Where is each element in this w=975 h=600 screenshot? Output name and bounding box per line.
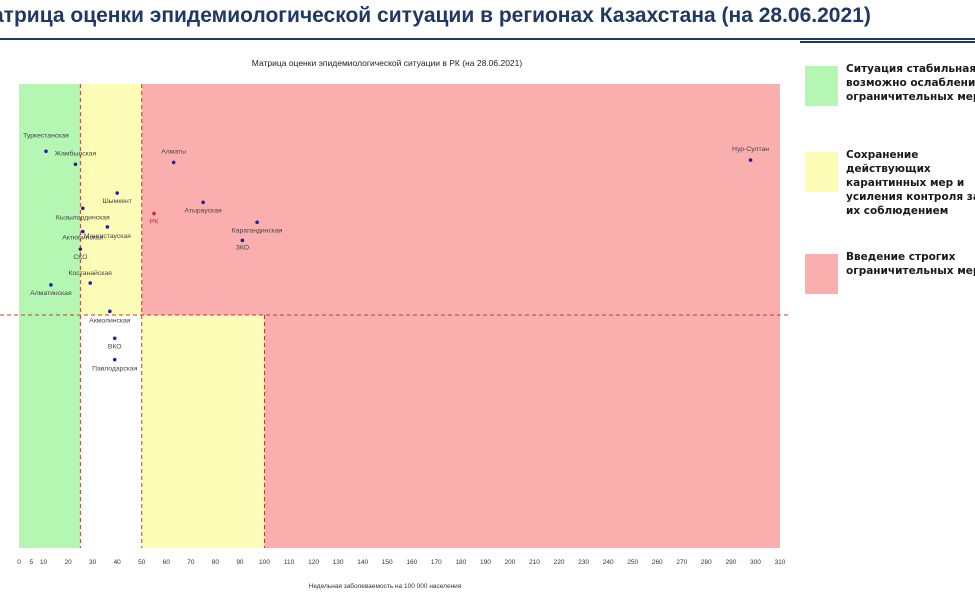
x-tick-label: 0 (17, 559, 21, 566)
x-tick-label: 100 (259, 559, 270, 566)
data-point-label: Кызылординская (56, 214, 110, 221)
x-tick-label: 90 (236, 559, 244, 566)
data-points: Туркестанская Жамбылская Алматы Нур-Султан Ш… (23, 132, 769, 372)
data-point-label: Нур-Султан (732, 146, 769, 153)
data-point-label: Павлодарская (92, 366, 138, 373)
x-tick-label: 60 (163, 559, 171, 566)
legend-swatch (805, 66, 838, 106)
data-point (201, 200, 205, 205)
data-point (78, 247, 83, 251)
data-point-label: Актюбинская (62, 234, 104, 242)
x-axis-label: Недельная заболеваемость на 100 000 насе… (309, 582, 462, 590)
x-tick-label: 290 (725, 559, 736, 566)
x-tick-label: 250 (627, 559, 638, 566)
data-point (88, 281, 92, 285)
x-tick-label: 160 (406, 559, 417, 566)
data-point-label: Туркестанская (23, 132, 69, 139)
data-point (152, 211, 156, 216)
data-point (49, 283, 53, 287)
data-point (171, 160, 176, 165)
x-tick-label: 70 (187, 559, 195, 566)
data-point (240, 238, 245, 243)
x-tick-label: 80 (212, 559, 220, 566)
data-point (81, 229, 85, 234)
data-point-label: Атырауская (185, 207, 222, 214)
legend-swatch (805, 254, 838, 294)
x-tick-label: 230 (578, 559, 589, 566)
x-tick-label: 40 (114, 559, 122, 566)
data-point-label: ВКО (108, 343, 122, 350)
data-point-label: Акмолинская (89, 317, 131, 324)
chart-title: Матрица оценки эпидемиологической ситуац… (252, 58, 523, 68)
data-point (115, 191, 119, 195)
x-tick-label: 180 (455, 559, 466, 566)
data-point (255, 220, 259, 225)
data-point (105, 225, 110, 229)
x-tick-label: 300 (750, 559, 761, 566)
data-point (44, 149, 48, 154)
zone-4 (264, 315, 780, 548)
x-tick-label: 120 (308, 559, 319, 566)
x-tick-label: 50 (138, 559, 146, 566)
x-tick-label: 260 (652, 559, 663, 566)
x-tick-label: 200 (505, 559, 516, 566)
data-point-label: Костанайская (69, 269, 113, 277)
legend-label: Введение строгих ограничительных мер (846, 251, 975, 277)
x-tick-label: 20 (64, 559, 72, 566)
data-point-label: РК (150, 218, 159, 225)
x-tick-label: 210 (529, 559, 540, 566)
x-tick-label: 220 (554, 559, 565, 566)
data-point (108, 309, 112, 314)
page-title: атрица оценки эпидемиологической ситуаци… (0, 4, 871, 27)
data-point (748, 158, 753, 162)
data-point-label: Мангистауская (84, 233, 131, 240)
x-axis: 0 5 10 20 30 40 50 60 70 80 90 100 110 120 130 140 150 16… (17, 559, 786, 566)
x-tick-label: 310 (775, 559, 786, 566)
data-point-label: СКО (73, 254, 87, 261)
x-tick-label: 240 (603, 559, 614, 566)
x-tick-label: 270 (676, 559, 687, 566)
data-point (81, 206, 85, 211)
x-tick-label: 280 (701, 559, 712, 566)
data-point (112, 357, 117, 362)
data-point-label: Жамбылская (55, 149, 97, 157)
data-point (112, 336, 117, 341)
title-divider (0, 38, 975, 40)
x-tick-label: 140 (357, 559, 368, 566)
legend-label: Ситуация стабильная, возможно ослабление… (846, 63, 975, 103)
data-point-label: Шымкент (102, 198, 131, 205)
x-tick-label: 10 (40, 559, 48, 566)
x-tick-label: 110 (284, 559, 295, 566)
legend-divider (800, 41, 975, 43)
x-tick-label: 190 (480, 559, 491, 566)
data-point-label: Карагандинская (232, 227, 283, 234)
risk-zones (19, 84, 780, 548)
legend-swatch (805, 152, 838, 192)
x-tick-label: 5 (29, 559, 33, 566)
zone-1 (80, 84, 142, 315)
x-tick-label: 150 (382, 559, 393, 566)
data-point-label: Алматинская (30, 290, 72, 297)
zone-3 (141, 315, 265, 548)
x-tick-label: 130 (333, 559, 344, 566)
data-point-label: Алматы (161, 148, 186, 155)
risk-matrix-chart: 0 5 10 20 30 40 50 60 70 80 90 100 110 120 130 140 150 16… (0, 58, 788, 590)
zone-0 (19, 84, 81, 548)
data-point (73, 162, 78, 167)
zone-2 (141, 84, 780, 315)
x-tick-label: 170 (431, 559, 442, 566)
data-point-label: ЗКО (236, 244, 249, 251)
threshold-lines (0, 84, 788, 548)
legend-label: Сохранение действующих карантинных мер и… (846, 149, 975, 217)
x-tick-label: 30 (89, 559, 97, 566)
